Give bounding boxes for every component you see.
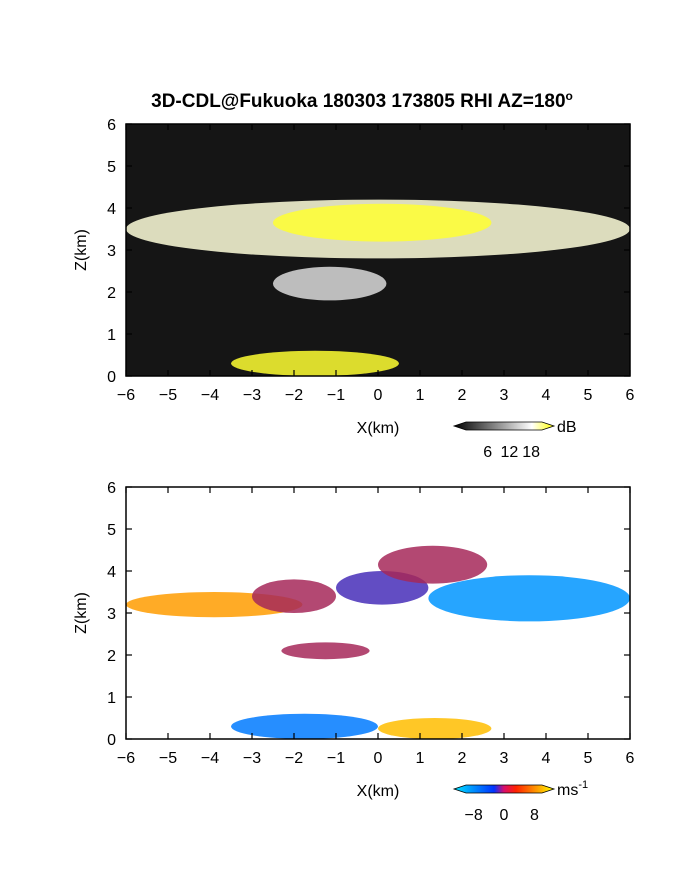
reflectivity-echo [126, 199, 630, 376]
velocity-y-tick-label: 5 [107, 522, 116, 539]
reflectivity-x-tick-label: −1 [327, 387, 345, 404]
reflectivity-x-tick-label: −6 [117, 387, 135, 404]
velocity-x-tick-label: −1 [327, 750, 345, 767]
title-degree: o [566, 89, 573, 103]
velocity-x-tick-label: −2 [285, 750, 303, 767]
reflectivity-x-tick-label: −3 [243, 387, 261, 404]
velocity-colorbar: ms-1 −8 0 8 [452, 779, 588, 824]
velocity-echo-region [231, 713, 378, 739]
velocity-unit-exponent: -1 [578, 779, 588, 791]
velocity-y-tick-label: 2 [107, 648, 116, 665]
reflectivity-x-tick-label: 4 [542, 387, 551, 404]
reflectivity-y-tick-label: 5 [107, 159, 116, 176]
velocity-colorbar-unit: ms-1 [557, 779, 588, 799]
reflectivity-colorbar-ticks: 6 12 18 [483, 444, 540, 461]
velocity-x-tick-label: 1 [416, 750, 425, 767]
reflectivity-echo-region [273, 266, 387, 301]
velocity-colorbar-tick-label: 8 [530, 807, 539, 824]
velocity-colorbar-bar [452, 784, 556, 794]
velocity-x-tick-label: 3 [500, 750, 509, 767]
velocity-x-tick-label: 5 [584, 750, 593, 767]
reflectivity-y-tick-label: 3 [107, 243, 116, 260]
reflectivity-colorbar-tick-label: 18 [522, 444, 540, 461]
velocity-ylabel: Z(km) [73, 592, 90, 634]
reflectivity-echo-region [273, 203, 492, 242]
reflectivity-y-tick-label: 0 [107, 369, 116, 386]
reflectivity-x-tick-label: −2 [285, 387, 303, 404]
reflectivity-y-tick-label: 4 [107, 201, 116, 218]
velocity-echo-region [252, 579, 336, 613]
reflectivity-x-tick-label: 5 [584, 387, 593, 404]
velocity-y-tick-label: 6 [107, 480, 116, 497]
chart-title: 3D-CDL@Fukuoka 180303 173805 RHI AZ=180o [151, 89, 573, 112]
velocity-x-tick-label: 6 [626, 750, 635, 767]
reflectivity-y-tick-label: 2 [107, 285, 116, 302]
reflectivity-colorbar-tick-label: 12 [501, 444, 519, 461]
velocity-x-tick-label: −4 [201, 750, 219, 767]
velocity-echo [126, 545, 630, 739]
velocity-axes: −6 −5 −4 −3 −2 −1 0 1 2 3 4 5 6 0 1 2 3 4 5 6 [107, 480, 634, 767]
velocity-x-tick-label: −5 [159, 750, 177, 767]
velocity-echo-region [378, 718, 492, 739]
velocity-x-tick-label: −6 [117, 750, 135, 767]
velocity-x-tick-label: −3 [243, 750, 261, 767]
reflectivity-x-tick-label: 3 [500, 387, 509, 404]
reflectivity-ylabel: Z(km) [73, 229, 90, 271]
reflectivity-colorbar-tick-label: 6 [483, 444, 492, 461]
velocity-y-tick-label: 4 [107, 564, 116, 581]
reflectivity-y-tick-label: 6 [107, 117, 116, 134]
reflectivity-x-tick-label: −5 [159, 387, 177, 404]
velocity-unit-base: ms [557, 782, 578, 799]
reflectivity-colorbar: dB 6 12 18 [452, 419, 577, 461]
velocity-x-tick-label: 4 [542, 750, 551, 767]
velocity-panel: −6 −5 −4 −3 −2 −1 0 1 2 3 4 5 6 0 1 2 3 4 5 6 X(km) Z(km) m… [73, 480, 635, 824]
title-main: 3D-CDL@Fukuoka 180303 173805 RHI AZ=180 [151, 91, 565, 112]
velocity-echo-region [281, 642, 370, 660]
velocity-y-tick-label: 0 [107, 732, 116, 749]
reflectivity-axes: −6 −5 −4 −3 −2 −1 0 1 2 3 4 5 6 0 1 2 3 4 5 6 [107, 117, 634, 404]
velocity-y-tick-label: 3 [107, 606, 116, 623]
velocity-xlabel: X(km) [357, 783, 400, 800]
reflectivity-x-tick-label: 2 [458, 387, 467, 404]
velocity-y-tick-label: 1 [107, 690, 116, 707]
velocity-x-tick-label: 2 [458, 750, 467, 767]
reflectivity-colorbar-unit: dB [557, 419, 577, 436]
reflectivity-x-tick-label: −4 [201, 387, 219, 404]
reflectivity-x-tick-label: 0 [374, 387, 383, 404]
velocity-x-tick-label: 0 [374, 750, 383, 767]
reflectivity-x-tick-label: 6 [626, 387, 635, 404]
velocity-colorbar-ticks: −8 0 8 [464, 807, 538, 824]
reflectivity-xlabel: X(km) [357, 420, 400, 437]
reflectivity-x-tick-label: 1 [416, 387, 425, 404]
velocity-colorbar-tick-label: 0 [500, 807, 509, 824]
reflectivity-colorbar-bar [452, 421, 556, 431]
velocity-echo-region [378, 545, 488, 584]
reflectivity-echo-region [231, 350, 399, 376]
velocity-echo-region [428, 575, 630, 622]
reflectivity-y-tick-label: 1 [107, 327, 116, 344]
velocity-colorbar-tick-label: −8 [464, 807, 482, 824]
